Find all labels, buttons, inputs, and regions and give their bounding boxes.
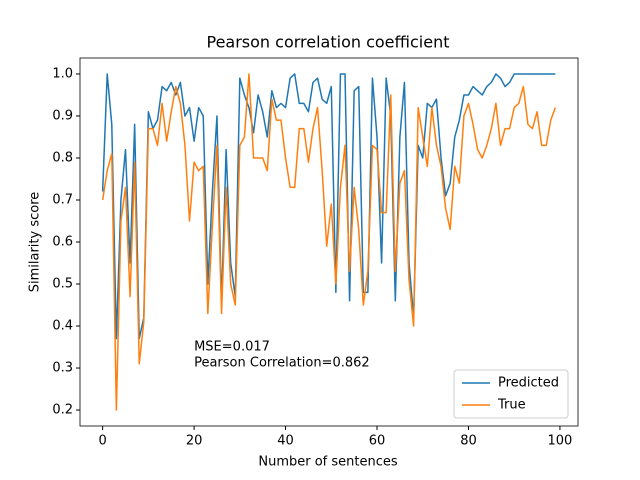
annotation: Pearson Correlation=0.862 (194, 356, 370, 371)
legend-label: True (497, 398, 526, 413)
line-series (101, 73, 557, 411)
y-tick-label: 0.9 (52, 108, 73, 123)
y-axis-label: Similarity score (28, 192, 43, 293)
y-tick-label: 0.7 (52, 192, 73, 207)
y-tick-label: 0.8 (52, 150, 73, 165)
x-tick-label: 40 (277, 434, 294, 449)
y-tick-label: 1.0 (52, 66, 73, 81)
x-axis-label: Number of sentences (258, 455, 398, 470)
x-tick-label: 60 (369, 434, 386, 449)
x-tick-label: 100 (548, 434, 573, 449)
x-tick-label: 20 (186, 434, 203, 449)
y-tick-label: 0.5 (52, 277, 73, 292)
line-series (101, 73, 556, 340)
y-tick-label: 0.2 (52, 403, 73, 418)
y-tick-label: 0.3 (52, 361, 73, 376)
legend-label: Predicted (498, 376, 559, 391)
y-tick-label: 0.6 (52, 235, 73, 250)
axes-frame (79, 57, 579, 427)
x-tick-label: 0 (98, 434, 106, 449)
x-tick-label: 80 (460, 434, 477, 449)
y-tick-label: 0.4 (52, 319, 73, 334)
annotation: MSE=0.017 (194, 340, 270, 355)
legend-box (453, 369, 569, 419)
chart-title: Pearson correlation coefficient (207, 33, 450, 52)
